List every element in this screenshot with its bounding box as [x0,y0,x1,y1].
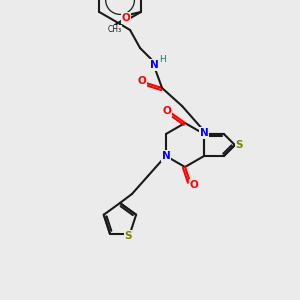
Text: N: N [150,60,158,70]
Text: S: S [235,140,243,150]
Text: N: N [162,151,170,161]
Text: S: S [124,231,132,241]
Text: H: H [159,55,165,64]
Text: O: O [122,13,130,23]
Text: O: O [163,106,171,116]
Text: N: N [200,128,208,138]
Text: O: O [190,180,198,190]
Text: CH₃: CH₃ [108,26,122,34]
Text: O: O [138,76,146,86]
